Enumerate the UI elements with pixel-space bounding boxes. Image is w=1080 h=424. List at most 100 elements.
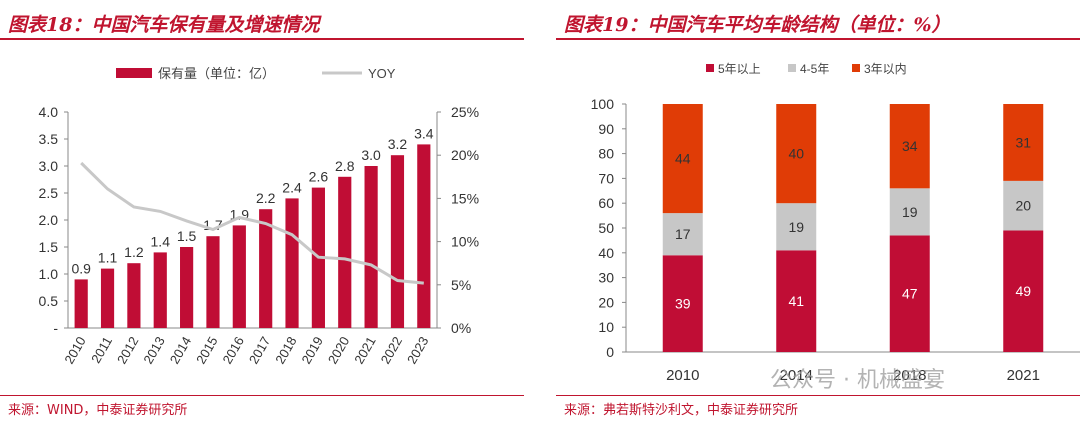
stack-2021-2 [1003, 104, 1044, 181]
x-tick-label: 2018 [272, 334, 299, 367]
y-tick-label: 40 [598, 245, 614, 261]
left-y-tick-label: - [53, 320, 58, 336]
legend-swatch-bars [116, 68, 152, 78]
stack-2018-1 [889, 188, 930, 236]
stack-2010-1 [662, 213, 703, 256]
x-tick-label: 2010 [61, 334, 88, 367]
bar-2011 [100, 268, 115, 328]
vehicle-age-structure-chart: 5年以上 4-5年 3年以内 0 10 20 30 40 50 60 70 80 90 100 39 17 44… [591, 62, 1080, 384]
legend-swatch-1 [788, 64, 796, 72]
left-y-tick-label: 0.5 [39, 293, 59, 309]
x-tick-label: 2018 [893, 367, 926, 384]
x-tick-label: 2011 [88, 334, 115, 366]
left-source-note: 来源：WIND，中泰证券研究所 [8, 403, 188, 418]
bar-2017 [259, 209, 273, 328]
bar-data-label: 3.2 [388, 136, 408, 152]
x-tick-label: 2019 [299, 334, 326, 367]
bar-2020 [338, 176, 352, 328]
legend-label: 4-5年 [800, 62, 829, 76]
stack-2010-0 [662, 255, 703, 352]
right-y-tick-label: 10% [451, 234, 479, 250]
right-chart-title: 图表19：中国汽车平均车龄结构（单位：%） [564, 14, 951, 36]
stack-2021-1 [1003, 180, 1044, 231]
y-tick-label: 0 [606, 344, 614, 360]
right-source-rule [556, 395, 1080, 396]
x-tick-label: 2017 [246, 334, 273, 367]
stack-data-label: 17 [675, 226, 691, 242]
y-tick-label: 60 [598, 195, 614, 211]
stack-data-label: 31 [1015, 134, 1031, 150]
y-tick-label: 90 [598, 121, 614, 137]
stack-data-label: 40 [788, 146, 804, 162]
right-y-tick-label: 15% [451, 190, 479, 206]
x-tick-label: 2012 [114, 334, 141, 367]
bar-data-label: 1.1 [98, 250, 118, 266]
stack-2021-0 [1003, 230, 1044, 352]
left-y-tick-label: 2.0 [39, 212, 59, 228]
x-tick-label: 2023 [404, 334, 431, 367]
right-title-rule [556, 38, 1080, 40]
bar-data-label: 2.6 [309, 169, 329, 185]
legend-swatch-2 [852, 64, 860, 72]
y-tick-label: 50 [598, 220, 614, 236]
stack-data-label: 39 [675, 296, 691, 312]
bar-data-label: 0.9 [71, 260, 91, 276]
stack-2018-2 [889, 104, 930, 189]
bar-data-label: 1.4 [151, 233, 171, 249]
stack-data-label: 34 [902, 138, 918, 154]
x-tick-label: 2021 [351, 334, 378, 367]
bar-data-label: 1.2 [124, 244, 144, 260]
left-y-tick-label: 3.0 [39, 158, 59, 174]
bar-2012 [127, 263, 141, 328]
legend-label-bars: 保有量（单位：亿） [158, 66, 275, 81]
left-chart-panel: 图表18：中国汽车保有量及增速情况 保有量（单位：亿） YOY - 0.5 1.0 1.5… [0, 0, 524, 424]
left-y-tick-label: 2.5 [39, 185, 59, 201]
y-tick-label: 80 [598, 146, 614, 162]
left-chart-title: 图表18：中国汽车保有量及增速情况 [8, 14, 320, 36]
x-tick-label: 2016 [219, 334, 246, 367]
bar-2021 [364, 166, 378, 328]
bar-2016 [232, 225, 246, 328]
stack-data-label: 49 [1015, 283, 1031, 299]
bar-2015 [206, 236, 220, 328]
left-y-tick-label: 4.0 [39, 104, 59, 120]
stack-data-label: 44 [675, 151, 691, 167]
x-tick-label: 2015 [193, 334, 220, 367]
right-y-tick-label: 5% [451, 277, 471, 293]
bar-data-label: 1.5 [177, 228, 197, 244]
x-tick-label: 2020 [325, 334, 352, 367]
stack-2014-0 [776, 250, 817, 352]
bar-2014 [180, 247, 194, 328]
stack-2010-2 [662, 104, 703, 214]
left-source-rule [0, 395, 524, 396]
x-tick-label: 2010 [666, 367, 699, 384]
stack-2018-0 [889, 235, 930, 352]
right-source-note: 来源：弗若斯特沙利文，中泰证券研究所 [564, 403, 799, 418]
vehicle-ownership-chart: 保有量（单位：亿） YOY - 0.5 1.0 1.5 2.0 2.5 3.0 3.5 4.0 0% 5… [39, 66, 480, 367]
left-y-tick-label: 1.0 [39, 266, 59, 282]
stack-data-label: 20 [1015, 198, 1031, 214]
stack-2014-1 [776, 203, 817, 251]
right-chart-panel: 图表19：中国汽车平均车龄结构（单位：%） 5年以上 4-5年 3年以内 0 10 20 3… [556, 0, 1080, 424]
bar-data-label: 2.4 [282, 179, 302, 195]
x-tick-label: 2021 [1007, 367, 1040, 384]
stack-data-label: 47 [902, 286, 918, 302]
stack-data-label: 19 [902, 204, 918, 220]
legend-label-line: YOY [368, 66, 396, 81]
stack-data-label: 19 [788, 219, 804, 235]
bar-data-label: 2.8 [335, 158, 355, 174]
right-y-tick-label: 25% [451, 104, 479, 120]
x-tick-label: 2013 [140, 334, 167, 367]
bar-2013 [153, 252, 167, 328]
legend-label: 5年以上 [718, 62, 761, 76]
bar-data-label: 3.0 [361, 147, 381, 163]
x-tick-label: 2014 [780, 367, 813, 384]
y-tick-label: 30 [598, 270, 614, 286]
bar-data-label: 3.4 [414, 125, 434, 141]
x-tick-label: 2022 [378, 334, 405, 367]
y-tick-label: 100 [591, 96, 615, 112]
right-y-tick-label: 0% [451, 320, 471, 336]
left-y-tick-label: 3.5 [39, 131, 59, 147]
bar-data-label: 2.2 [256, 190, 276, 206]
y-tick-label: 20 [598, 294, 614, 310]
